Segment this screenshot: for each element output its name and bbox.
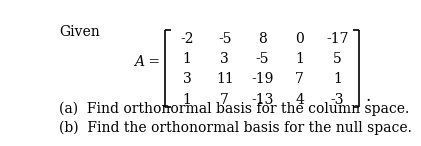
Text: -5: -5 <box>256 52 269 66</box>
Text: 11: 11 <box>216 72 234 86</box>
Text: 1: 1 <box>183 52 192 66</box>
Text: 4: 4 <box>296 93 304 107</box>
Text: 8: 8 <box>258 32 266 46</box>
Text: -13: -13 <box>251 93 274 107</box>
Text: 1: 1 <box>183 93 192 107</box>
Text: A =: A = <box>134 55 160 69</box>
Text: 3: 3 <box>183 72 192 86</box>
Text: (a)  Find orthonormal basis for the column space.: (a) Find orthonormal basis for the colum… <box>59 102 409 116</box>
Text: -5: -5 <box>218 32 232 46</box>
Text: -3: -3 <box>330 93 344 107</box>
Text: -2: -2 <box>181 32 194 46</box>
Text: Given: Given <box>59 25 100 39</box>
Text: 1: 1 <box>296 52 304 66</box>
Text: .: . <box>365 88 370 105</box>
Text: 7: 7 <box>296 72 304 86</box>
Text: 1: 1 <box>333 72 342 86</box>
Text: 5: 5 <box>333 52 342 66</box>
Text: -19: -19 <box>251 72 274 86</box>
Text: 7: 7 <box>220 93 229 107</box>
Text: (b)  Find the orthonormal basis for the null space.: (b) Find the orthonormal basis for the n… <box>59 121 412 135</box>
Text: 0: 0 <box>296 32 304 46</box>
Text: 3: 3 <box>220 52 229 66</box>
Text: -17: -17 <box>326 32 349 46</box>
